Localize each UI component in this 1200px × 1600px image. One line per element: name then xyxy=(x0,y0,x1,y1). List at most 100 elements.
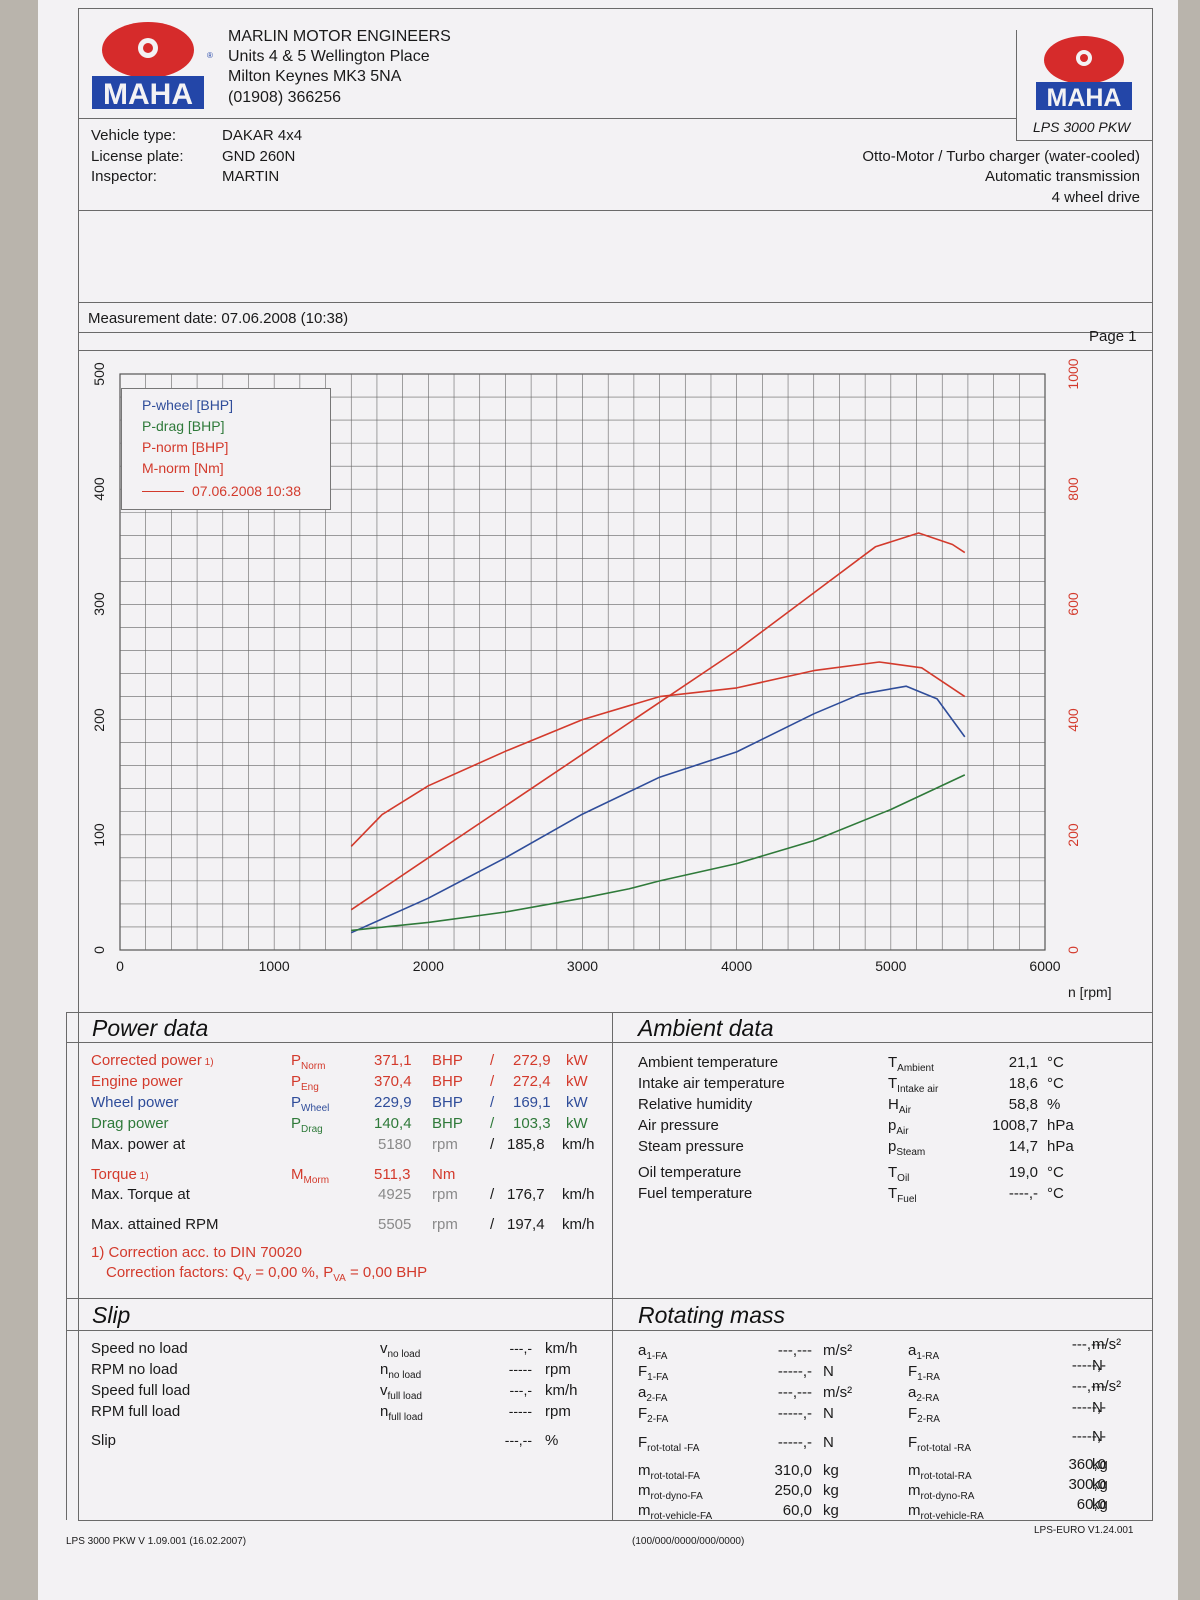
header-divider xyxy=(1016,30,1017,140)
rot-ra-value: 300,0 xyxy=(1068,1476,1106,1493)
rot-ra-unit: m/s² xyxy=(1092,1336,1122,1353)
torque-value: 511,3 xyxy=(374,1166,411,1183)
rot-ra-symbol: F2-RA xyxy=(908,1405,940,1425)
transmission-type: Automatic transmission xyxy=(984,168,1140,185)
torque-label: Torque 1) xyxy=(91,1166,149,1183)
power-row-symbol: PEng xyxy=(291,1073,319,1093)
max-power-rpm-unit: rpm xyxy=(432,1136,458,1153)
max-torque-speed-unit: km/h xyxy=(562,1186,595,1203)
phone-number: (01908) 366256 xyxy=(228,89,341,106)
slip-top-line xyxy=(66,1298,1153,1299)
max-rpm-unit: rpm xyxy=(432,1216,458,1233)
max-torque-speed: 176,7 xyxy=(507,1186,545,1203)
rot-ra-value: ---,--- xyxy=(1071,1336,1106,1353)
rot-fa-symbol: Frot-total -FA xyxy=(638,1434,700,1454)
x-tick-label: 5000 xyxy=(875,958,907,974)
rot-fa-unit: kg xyxy=(823,1462,839,1479)
rot-ra-symbol: mrot-total-RA xyxy=(908,1462,972,1482)
ambient-row-unit: °C xyxy=(1047,1075,1064,1092)
rot-ra-unit: N xyxy=(1092,1399,1103,1416)
max-torque-separator: / xyxy=(490,1186,495,1203)
ambient-row-unit: °C xyxy=(1047,1054,1064,1071)
max-torque-label: Max. Torque at xyxy=(91,1186,190,1203)
lower-column-divider xyxy=(612,1012,613,1520)
power-row-bhp-unit: BHP xyxy=(432,1094,463,1111)
power-row-separator: / xyxy=(490,1094,495,1111)
rot-fa-symbol: mrot-vehicle-FA xyxy=(638,1502,713,1522)
slip-row-symbol: nno load xyxy=(380,1361,422,1381)
max-rpm-speed: 197,4 xyxy=(507,1216,545,1233)
power-row-kw-value: 103,3 xyxy=(513,1115,551,1132)
rot-ra-unit: kg xyxy=(1092,1476,1108,1493)
y-left-tick-label: 500 xyxy=(91,362,107,386)
vehicle-type-label: Vehicle type: xyxy=(91,127,177,144)
rot-fa-unit: m/s² xyxy=(823,1342,853,1359)
y-right-tick-label: 600 xyxy=(1065,592,1081,617)
series-p-norm-bhp xyxy=(350,532,966,911)
correction-note: 1) Correction acc. to DIN 70020 xyxy=(91,1244,302,1261)
rot-fa-value: ---,--- xyxy=(777,1342,812,1359)
rot-ra-unit: N xyxy=(1092,1357,1103,1374)
rot-fa-unit: N xyxy=(823,1434,834,1451)
x-tick-label: 1000 xyxy=(258,958,290,974)
license-plate-value: GND 260N xyxy=(222,148,296,165)
rot-ra-symbol: Frot-total -RA xyxy=(908,1434,972,1454)
inspector-value: MARTIN xyxy=(222,168,280,185)
x-tick-label: 3000 xyxy=(566,958,599,974)
measurement-date: Measurement date: 07.06.2008 (10:38) xyxy=(88,310,349,327)
maha-logo-text-right: MAHA xyxy=(1047,84,1122,112)
address-line-2: Milton Keynes MK3 5NA xyxy=(228,68,402,85)
vehicle-type-value: DAKAR 4x4 xyxy=(222,127,303,144)
max-power-rpm: 5180 xyxy=(378,1136,412,1153)
ambient-row-label: Steam pressure xyxy=(638,1138,744,1155)
torque-symbol: MMorm xyxy=(291,1166,330,1186)
rot-ra-symbol: a2-RA xyxy=(908,1384,940,1404)
power-top-line xyxy=(66,1012,1153,1013)
slip-row-symbol: vfull load xyxy=(380,1382,422,1402)
y-right-tick-label: 800 xyxy=(1065,477,1081,501)
rot-ra-value: 60,0 xyxy=(1076,1496,1106,1513)
rot-fa-unit: N xyxy=(823,1363,834,1380)
x-tick-label: 4000 xyxy=(721,958,753,974)
power-row-bhp-value: 229,9 xyxy=(374,1094,412,1111)
max-power-speed-unit: km/h xyxy=(562,1136,595,1153)
y-left-tick-label: 100 xyxy=(91,823,107,847)
x-axis-label: n [rpm] xyxy=(1068,984,1112,1000)
rot-fa-unit: kg xyxy=(823,1482,839,1499)
power-data-title: Power data xyxy=(92,1015,209,1041)
rot-ra-value: -----,- xyxy=(1071,1399,1106,1416)
rot-fa-value: -----,- xyxy=(777,1405,812,1422)
page-number: Page 1 xyxy=(1089,328,1137,345)
rot-fa-unit: m/s² xyxy=(823,1384,853,1401)
max-rpm-label: Max. attained RPM xyxy=(91,1216,219,1233)
rot-fa-symbol: F1-FA xyxy=(638,1363,669,1383)
rot-fa-unit: N xyxy=(823,1405,834,1422)
slip-row-value: ---,-- xyxy=(504,1432,532,1448)
ambient-row-unit: hPa xyxy=(1047,1138,1074,1155)
x-tick-label: 6000 xyxy=(1029,958,1061,974)
power-row-label: Engine power xyxy=(91,1073,183,1090)
power-row-label: Drag power xyxy=(91,1115,169,1132)
power-row-symbol: PWheel xyxy=(291,1094,330,1114)
max-rpm-speed-unit: km/h xyxy=(562,1216,595,1233)
rot-fa-value: 310,0 xyxy=(774,1462,812,1479)
slip-row-unit: rpm xyxy=(545,1403,571,1420)
slip-row-unit: km/h xyxy=(545,1340,578,1357)
ambient-row-value: ----,- xyxy=(1008,1185,1038,1202)
model-label: LPS 3000 PKW xyxy=(1033,119,1131,135)
engine-type: Otto-Motor / Turbo charger (water-cooled… xyxy=(862,148,1140,165)
legend-p-norm: P-norm [BHP] xyxy=(142,439,229,455)
ambient-row-unit: hPa xyxy=(1047,1117,1074,1134)
y-left-tick-label: 400 xyxy=(91,477,107,501)
lower-frame-left xyxy=(66,1012,67,1520)
legend-p-drag: P-drag [BHP] xyxy=(142,418,225,434)
slip-row-label: Speed full load xyxy=(91,1382,191,1399)
power-row-label: Wheel power xyxy=(91,1094,179,1111)
rot-fa-symbol: a2-FA xyxy=(638,1384,668,1404)
series-m-norm-nm xyxy=(350,661,966,847)
footer-euro-version: LPS-EURO V1.24.001 xyxy=(1034,1525,1134,1536)
rot-fa-unit: kg xyxy=(823,1502,839,1519)
frame-right xyxy=(1152,8,1153,1520)
company-name: MARLIN MOTOR ENGINEERS xyxy=(228,28,451,45)
chart-legend: P-wheel [BHP] P-drag [BHP] P-norm [BHP] … xyxy=(121,388,331,510)
